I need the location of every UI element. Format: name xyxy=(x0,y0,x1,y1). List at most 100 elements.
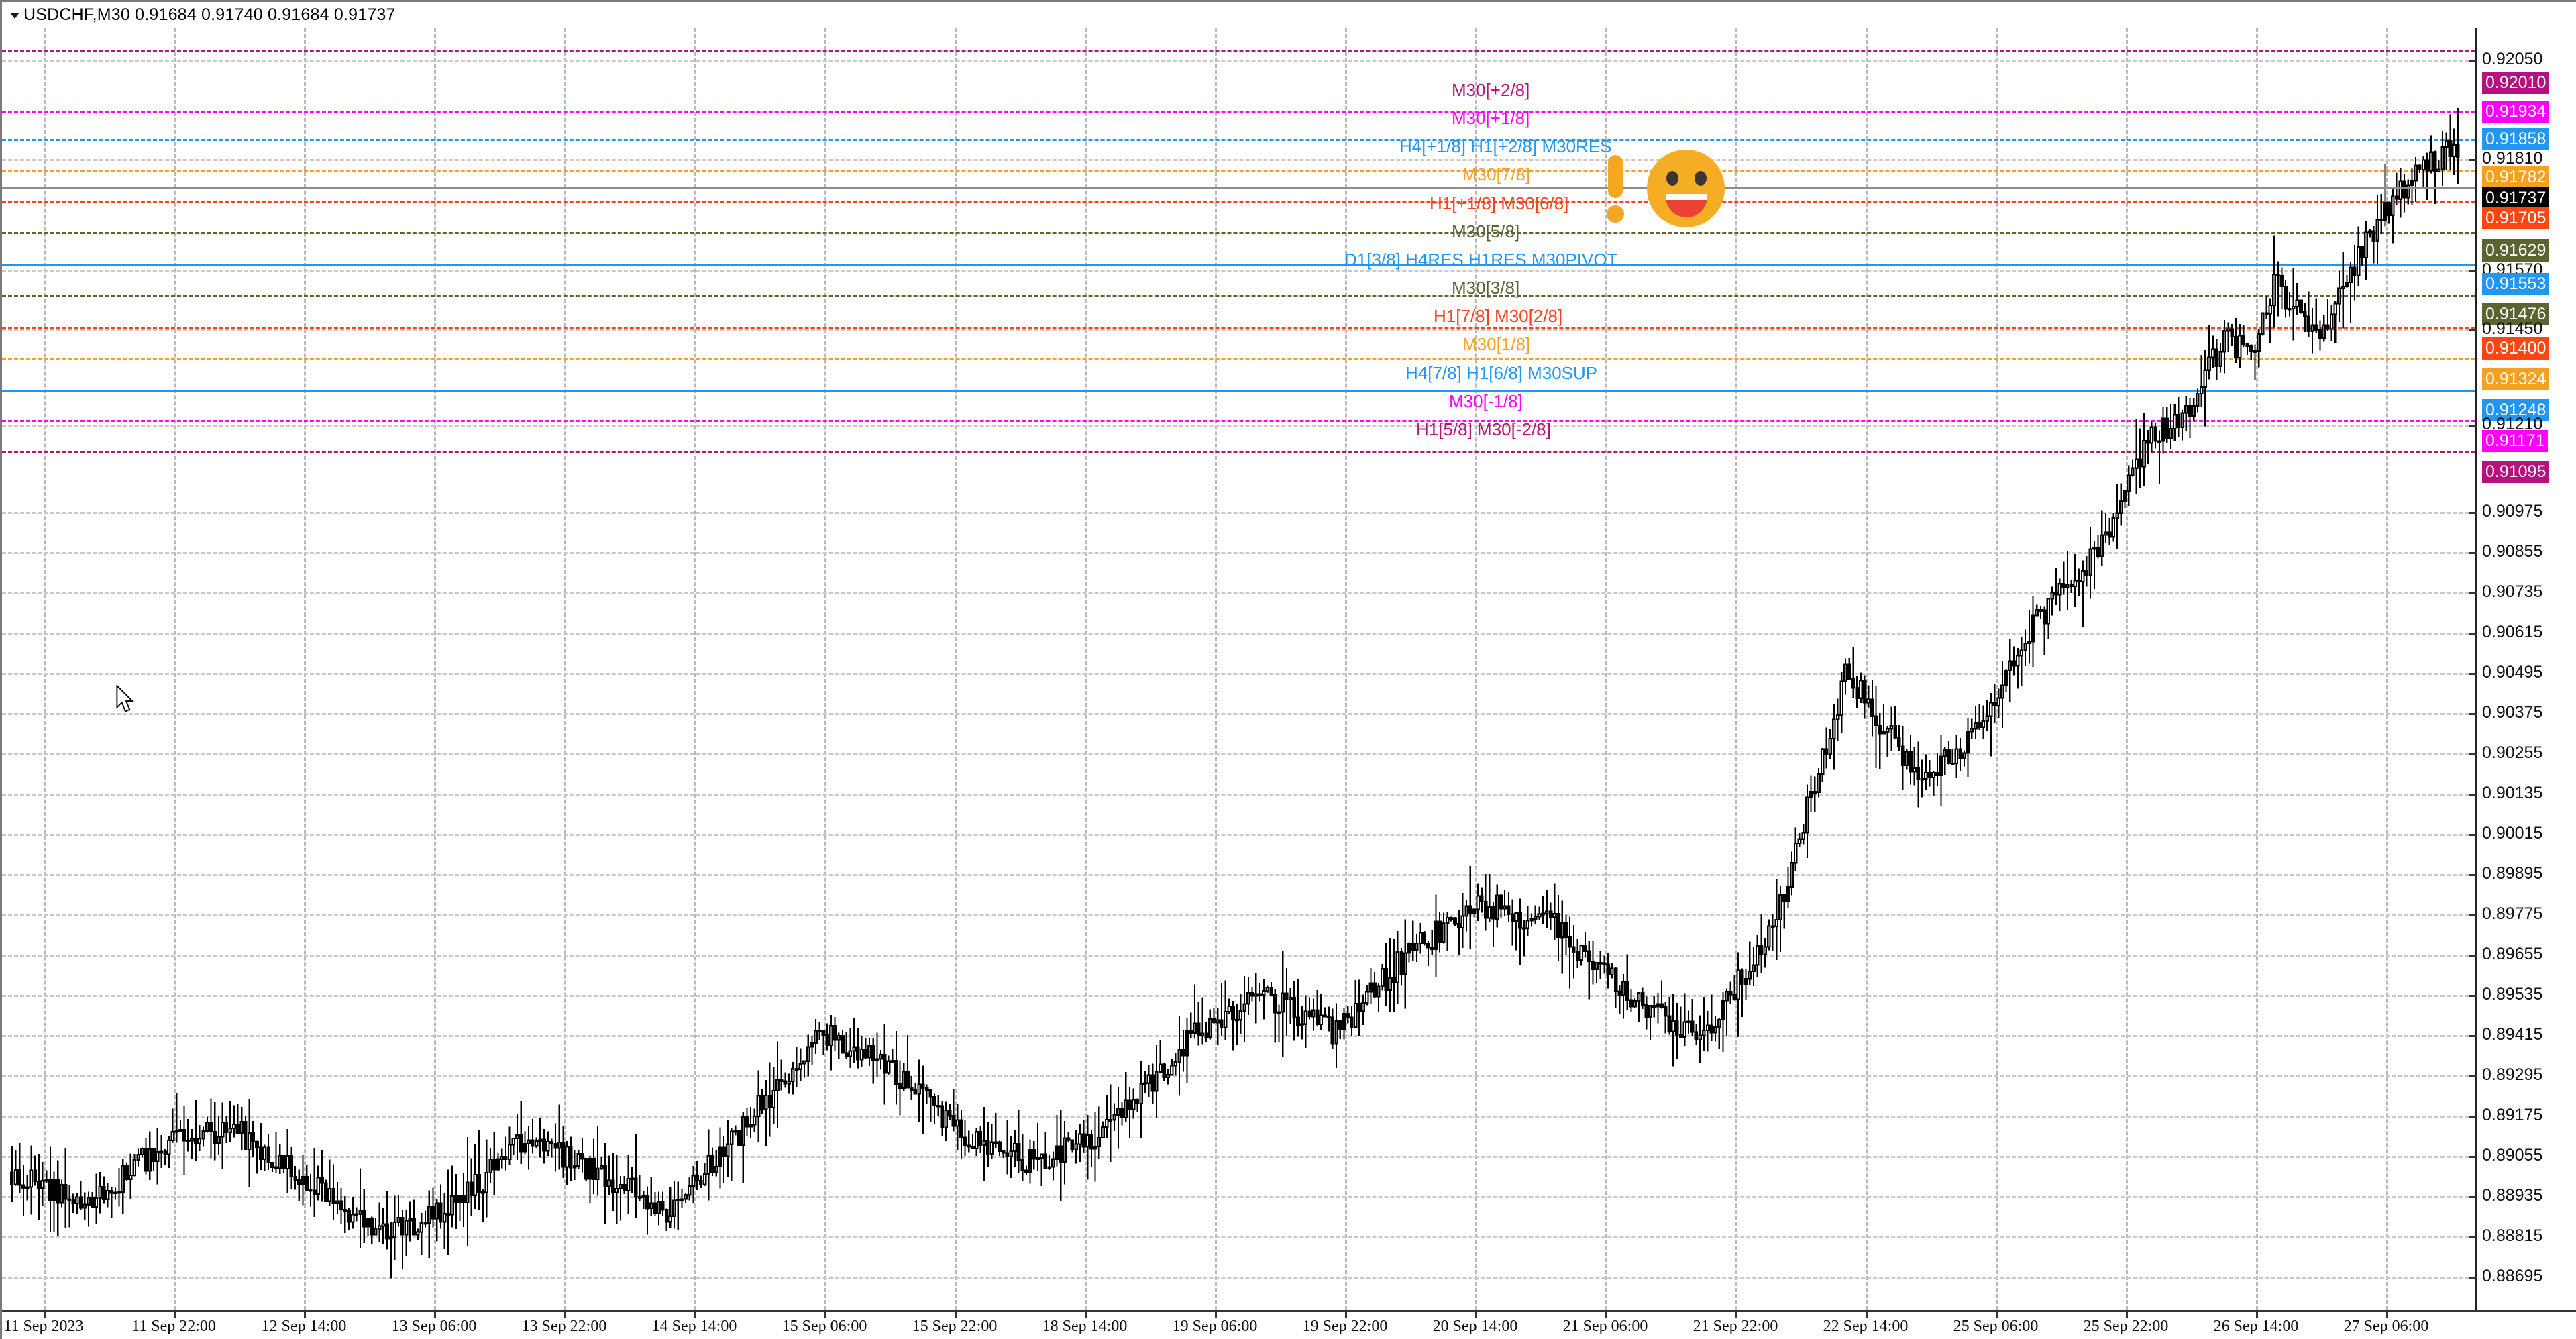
time-axis-tick xyxy=(2256,1310,2258,1318)
level-label-m30-7-8: M30[7/8] xyxy=(1462,164,1531,184)
price-tag: 0.91171 xyxy=(2482,430,2548,452)
level-label-m30-plus2-8: M30[+2/8] xyxy=(1452,80,1530,100)
price-scale[interactable]: 0.92050 0.92010 0.91934 0.91858 0.91810 0.917… xyxy=(2469,28,2576,1310)
price-axis-tick xyxy=(2469,955,2477,957)
level-label-m30res: H4[+1/8] H1[+2/8] M30RES xyxy=(1399,136,1612,156)
level-line-m30-6-8 xyxy=(2,201,2475,203)
grid-line-horizontal xyxy=(2,1196,2475,1198)
time-axis-tick xyxy=(1866,1310,1868,1318)
grid-line-horizontal xyxy=(2,60,2475,62)
grid-line-horizontal xyxy=(2,1236,2475,1238)
level-label-m30-2-8: H1[7/8] M30[2/8] xyxy=(1434,306,1563,326)
price-axis-label: 0.88815 xyxy=(2482,1226,2543,1245)
time-axis-tick xyxy=(1605,1310,1607,1318)
price-axis-label: 0.92050 xyxy=(2482,50,2543,68)
grid-line-horizontal xyxy=(2,425,2475,427)
grid-line-horizontal xyxy=(2,329,2475,331)
grid-line-vertical xyxy=(1085,28,1087,1310)
time-axis-tick xyxy=(1345,1310,1347,1318)
grid-line-vertical xyxy=(1215,28,1217,1310)
level-label-m30-3-8: M30[3/8] xyxy=(1452,278,1520,298)
price-axis-tick xyxy=(2469,1277,2477,1279)
chart-header: USDCHF,M30 0.91684 0.91740 0.91684 0.917… xyxy=(2,2,2576,28)
price-axis-tick xyxy=(2469,1035,2477,1037)
price-tag: 0.91858 xyxy=(2482,128,2550,150)
grid-line-vertical xyxy=(1475,28,1477,1310)
time-axis-label: 20 Sep 14:00 xyxy=(1432,1318,1518,1335)
grid-line-horizontal xyxy=(2,1156,2475,1158)
grid-line-vertical xyxy=(1345,28,1347,1310)
grid-line-horizontal xyxy=(2,914,2475,916)
level-label-m30-1-8: M30[1/8] xyxy=(1462,334,1531,354)
price-axis-label: 0.90015 xyxy=(2482,824,2543,843)
candlestick-series xyxy=(10,107,2460,1279)
price-axis-tick xyxy=(2469,633,2477,635)
grid-line-vertical xyxy=(694,28,696,1310)
grid-line-horizontal xyxy=(2,1075,2475,1077)
price-axis-label: 0.90855 xyxy=(2482,542,2543,561)
price-axis-tick xyxy=(2469,1116,2477,1118)
grid-line-horizontal xyxy=(2,874,2475,876)
price-axis-label: 0.91450 xyxy=(2482,319,2543,338)
level-line-m30-plus2-8 xyxy=(2,50,2475,52)
price-axis-tick xyxy=(2469,512,2477,514)
price-tag: 0.91934 xyxy=(2482,101,2550,123)
time-axis-tick xyxy=(1215,1310,1217,1318)
price-axis-tick xyxy=(2469,874,2477,876)
mouse-pointer-icon xyxy=(116,685,134,713)
price-tag: 0.91400 xyxy=(2482,337,2550,360)
grid-line-vertical xyxy=(824,28,826,1310)
price-tag: 0.92010 xyxy=(2482,72,2550,94)
price-axis-tick xyxy=(2469,60,2477,62)
price-axis-tick xyxy=(2469,270,2477,272)
price-axis-label: 0.90135 xyxy=(2482,784,2543,802)
exclamation-mark-icon xyxy=(1607,155,1624,223)
smiley-face-emoji xyxy=(1647,150,1725,227)
price-axis-label: 0.91810 xyxy=(2482,149,2543,168)
price-tag: 0.91782 xyxy=(2482,166,2550,189)
grid-line-vertical xyxy=(174,28,176,1310)
time-axis-label: 12 Sep 14:00 xyxy=(261,1318,347,1335)
time-axis-tick xyxy=(955,1310,957,1318)
price-axis-label: 0.89775 xyxy=(2482,904,2543,923)
price-axis-tick xyxy=(2469,592,2477,594)
grid-line-vertical xyxy=(2256,28,2258,1310)
time-axis-label: 15 Sep 06:00 xyxy=(782,1318,867,1335)
time-axis-label: 21 Sep 22:00 xyxy=(1693,1318,1778,1335)
grid-line-horizontal xyxy=(2,1035,2475,1037)
level-label-m30-minus2-8: H1[5/8] M30[-2/8] xyxy=(1416,419,1551,439)
grid-line-horizontal xyxy=(2,713,2475,715)
price-axis-label: 0.89415 xyxy=(2482,1025,2543,1044)
grid-line-vertical xyxy=(564,28,566,1310)
price-axis-tick xyxy=(2469,753,2477,755)
grid-line-horizontal xyxy=(2,794,2475,796)
level-line-m30-1-8 xyxy=(2,358,2475,360)
time-axis-label: 21 Sep 06:00 xyxy=(1562,1318,1648,1335)
grid-line-vertical xyxy=(434,28,436,1310)
price-tag: 0.91476 xyxy=(2482,303,2550,325)
time-scale[interactable]: 11 Sep 2023 11 Sep 22:00 12 Sep 14:00 13 Se… xyxy=(2,1310,2576,1339)
level-line-m30-2-8 xyxy=(2,327,2475,329)
price-axis-label: 0.90255 xyxy=(2482,743,2543,762)
grid-line-horizontal xyxy=(2,633,2475,635)
price-axis-label: 0.89175 xyxy=(2482,1106,2543,1124)
price-axis-tick xyxy=(2469,794,2477,796)
time-axis-tick xyxy=(304,1310,306,1318)
time-axis-tick xyxy=(2386,1310,2388,1318)
time-axis-tick xyxy=(2126,1310,2128,1318)
price-plot-area[interactable]: M30[+2/8] M30[+1/8] H4[+1/8] H1[+2/8] M3… xyxy=(2,28,2475,1310)
price-tag: 0.91705 xyxy=(2482,207,2550,229)
grid-line-horizontal xyxy=(2,592,2475,594)
grid-line-vertical xyxy=(1735,28,1737,1310)
grid-line-horizontal xyxy=(2,955,2475,957)
chevron-down-icon[interactable] xyxy=(6,6,23,23)
level-line-m30res xyxy=(2,139,2475,141)
grid-line-vertical xyxy=(1996,28,1998,1310)
level-line-m30sup xyxy=(2,390,2475,392)
grid-line-horizontal xyxy=(2,552,2475,554)
bid-price-line xyxy=(2,187,2475,189)
time-axis-tick xyxy=(174,1310,176,1318)
price-axis-label: 0.89295 xyxy=(2482,1065,2543,1084)
price-axis-label: 0.89055 xyxy=(2482,1146,2543,1165)
time-axis-tick xyxy=(824,1310,826,1318)
